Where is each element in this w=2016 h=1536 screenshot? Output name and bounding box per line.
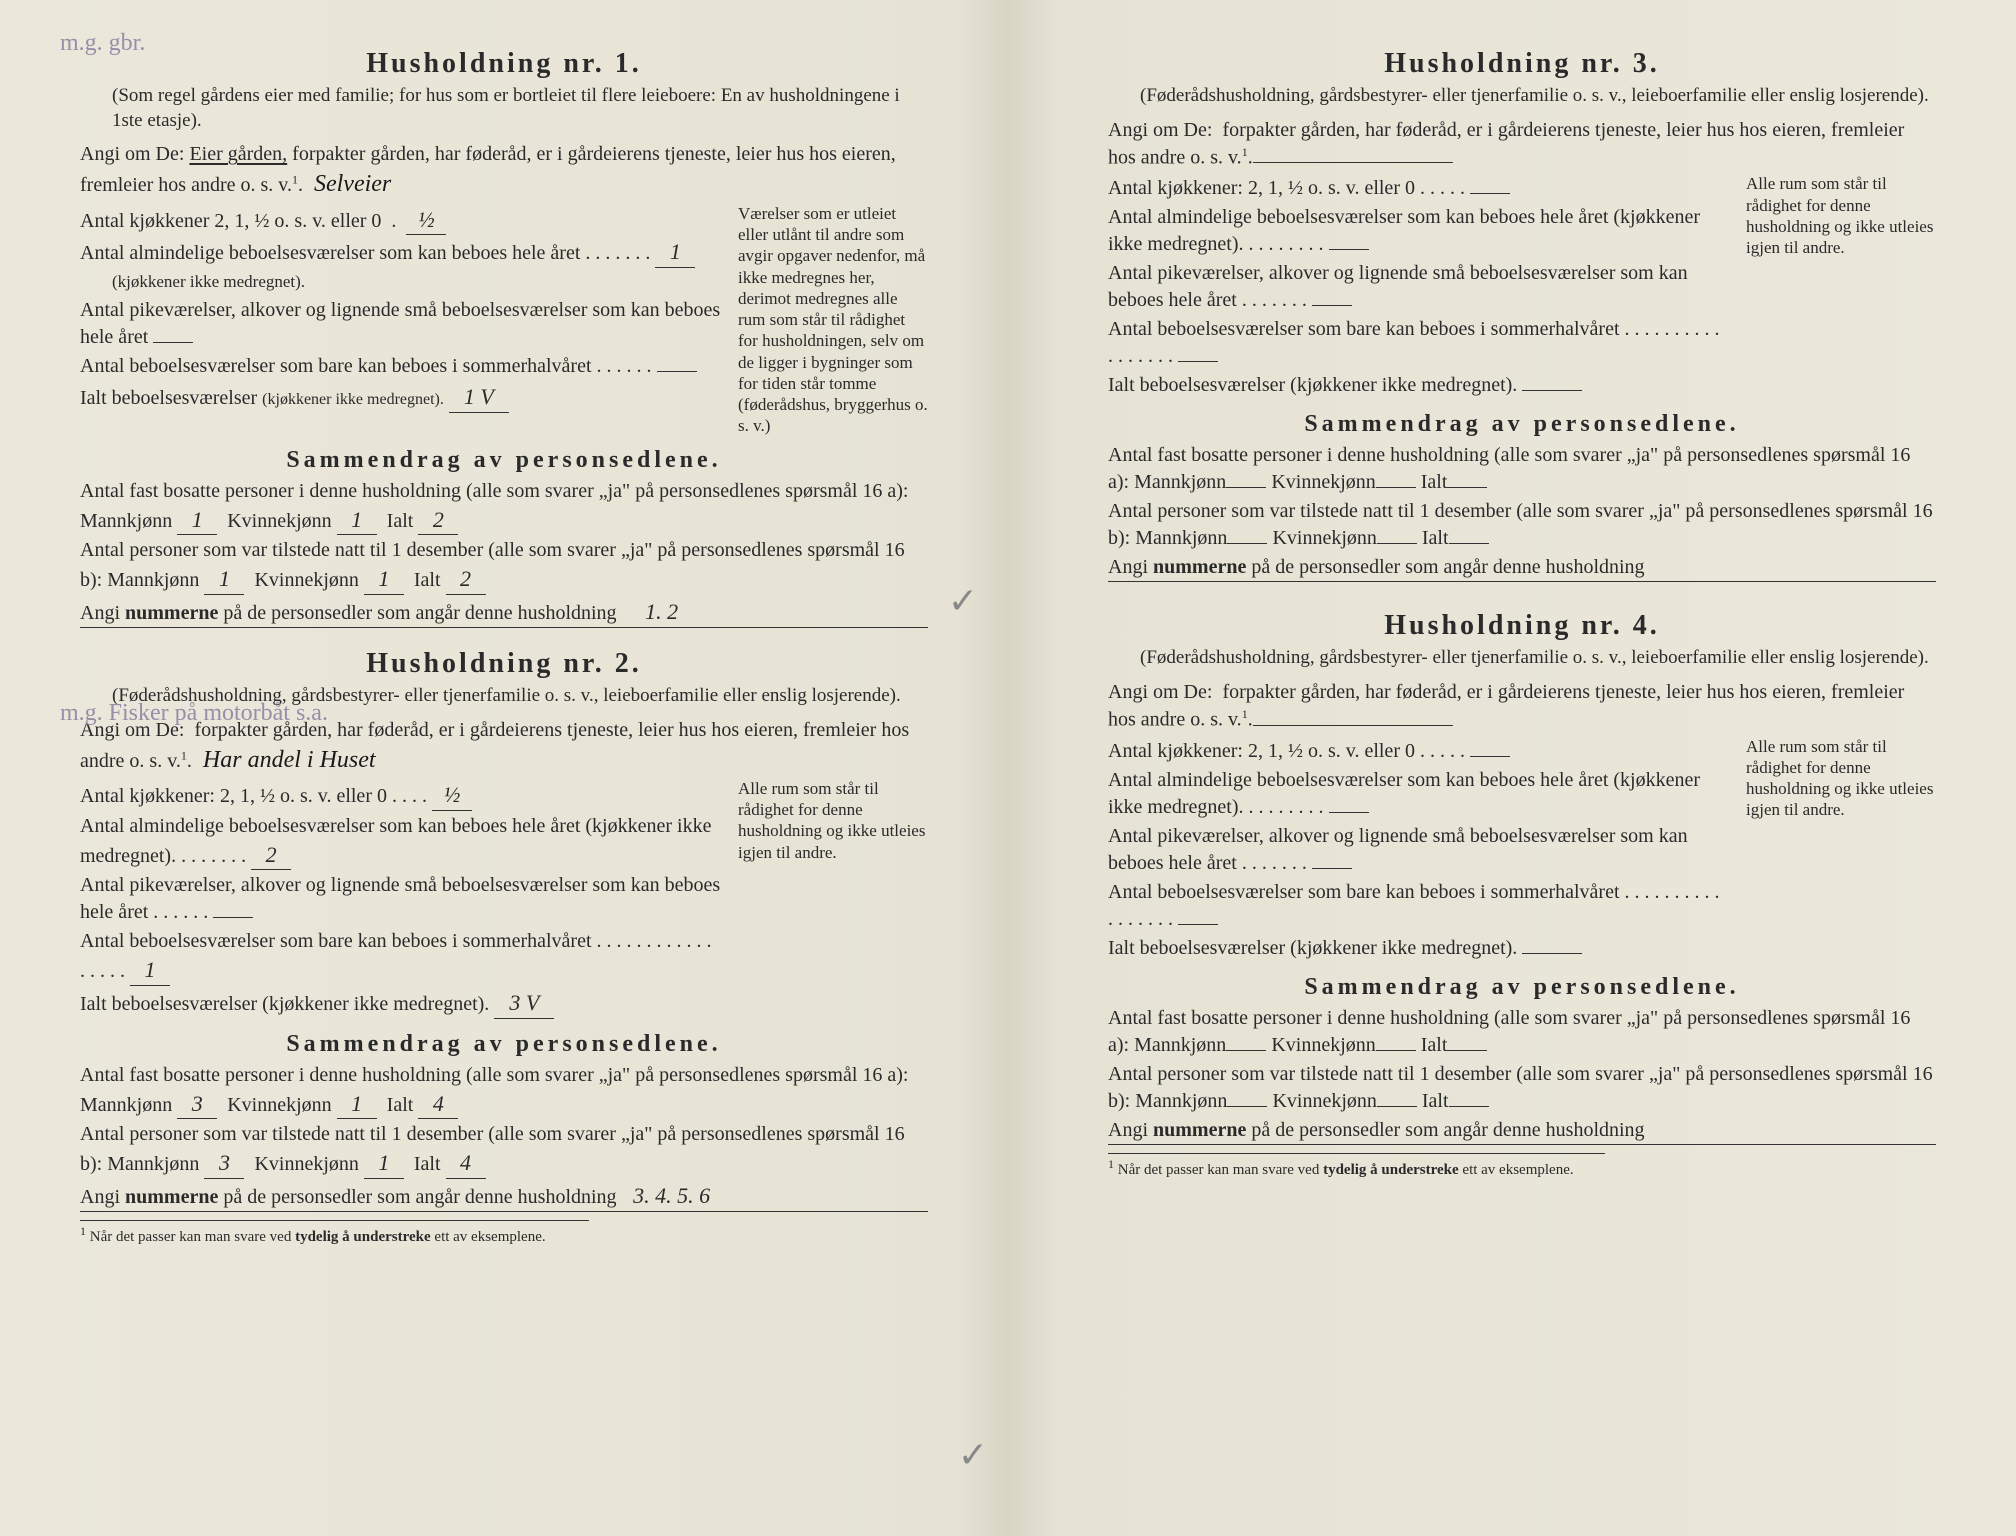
h3-sidenote-box: Alle rum som står til rådighet for denne…: [1741, 173, 1936, 401]
handwritten-mid: m.g. Fisker på motorbåt s.a.: [60, 700, 328, 727]
h4-sidenote-box: Alle rum som står til rådighet for denne…: [1741, 736, 1936, 964]
h1-ialt-val: 1 V: [449, 382, 509, 413]
h1-samm: Sammendrag av personsedlene.: [80, 447, 928, 474]
h1-angi: Angi om De:: [80, 143, 184, 165]
h1-sommer-val: [657, 371, 697, 372]
h2-sidenote-box: Alle rum som står til rådighet for denne…: [733, 778, 928, 1021]
handwritten-top: m.g. gbr.: [60, 30, 145, 57]
h1-title: Husholdning nr. 1.: [80, 48, 928, 80]
h4-intro: (Føderådshusholdning, gårdsbestyrer- ell…: [1140, 646, 1936, 671]
h2-title: Husholdning nr. 2.: [80, 648, 928, 680]
h3-title: Husholdning nr. 3.: [1108, 48, 1936, 80]
h3-samm: Sammendrag av personsedlene.: [1108, 411, 1936, 438]
h1-intro: (Som regel gårdens eier med familie; for…: [112, 84, 928, 133]
h1-sidenote: Værelser som er utleiet eller utlånt til…: [738, 204, 928, 436]
h1-pike-val: [153, 342, 193, 343]
h3-intro: (Føderådshusholdning, gårdsbestyrer- ell…: [1140, 84, 1936, 109]
h4-samm: Sammendrag av personsedlene.: [1108, 974, 1936, 1001]
h1-kjokk: Antal kjøkkener 2, 1, ½ o. s. v. eller 0: [80, 210, 381, 232]
h1-angi-opt: Eier gården,: [189, 143, 287, 165]
right-page: Husholdning nr. 3. (Føderådshusholdning,…: [1008, 0, 2016, 1536]
h2-samm: Sammendrag av personsedlene.: [80, 1031, 928, 1058]
h1-kjokk-val: ½: [406, 205, 446, 236]
h4-title: Husholdning nr. 4.: [1108, 610, 1936, 642]
h1-almind-val: 1: [655, 237, 695, 268]
h1-sidenote-box: Værelser som er utleiet eller utlånt til…: [733, 203, 928, 437]
h1-sommer: Antal beboelsesværelser som bare kan beb…: [80, 355, 592, 377]
footnote-left: Når det passer kan man svare ved tydelig…: [90, 1229, 546, 1245]
h1-selveier: Selveier: [308, 171, 397, 197]
left-page: m.g. gbr. Husholdning nr. 1. (Som regel …: [0, 0, 1008, 1536]
h1-pike: Antal pikeværelser, alkover og lignende …: [80, 299, 720, 348]
footnote-right: Når det passer kan man svare ved tydelig…: [1118, 1162, 1574, 1178]
h1-almind-sub: (kjøkkener ikke medregnet).: [112, 272, 305, 291]
h1-ialt-sub: (kjøkkener ikke medregnet).: [262, 391, 444, 408]
h1-fast: Antal fast bosatte personer i denne hush…: [80, 480, 909, 502]
h1-almind: Antal almindelige beboelsesværelser som …: [80, 242, 580, 264]
h1-ialt: Ialt beboelsesværelser: [80, 387, 257, 409]
